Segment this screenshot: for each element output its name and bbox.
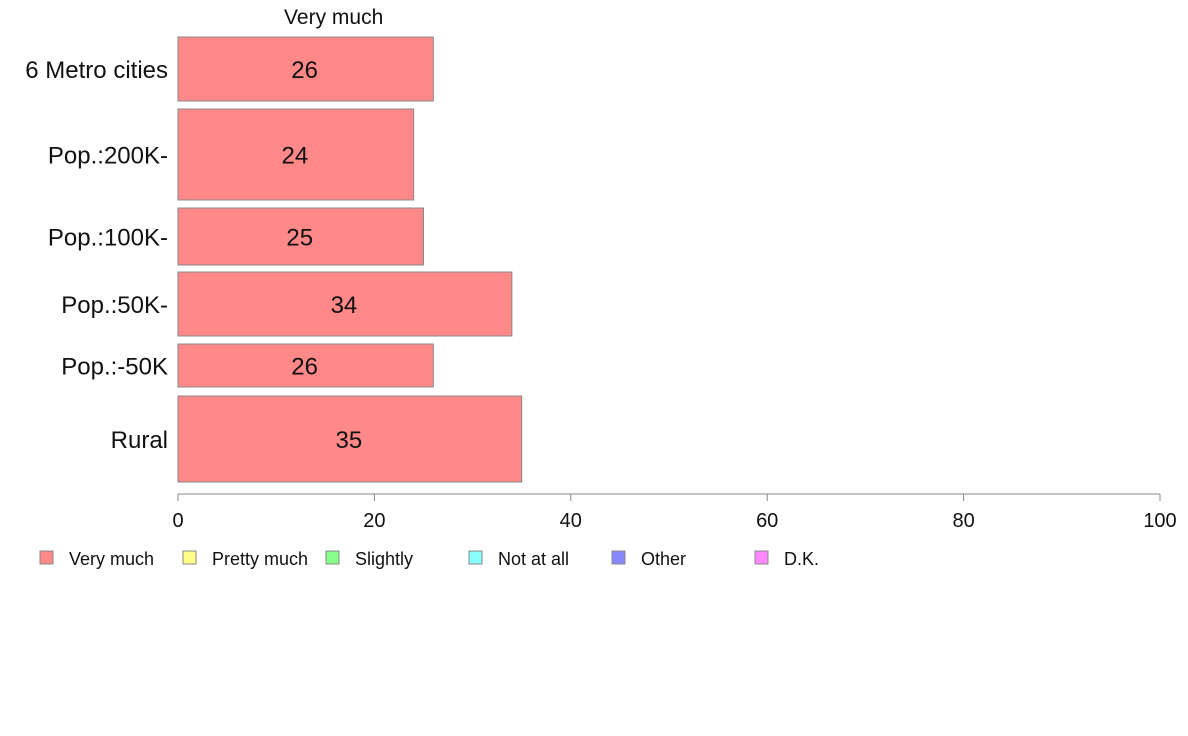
category-labels: 6 Metro cities Pop.:200K- Pop.:100K- Pop.:5…	[25, 57, 168, 454]
bar-0-0	[177, 36, 434, 102]
legend-swatch	[754, 550, 769, 565]
legend-label: Other	[641, 549, 686, 569]
x-axis: 0 20 40 60 80 100	[172, 493, 1177, 532]
bar-value-label: 24	[281, 143, 308, 170]
legend-swatch	[182, 550, 197, 565]
bar-value-label: 26	[291, 57, 318, 84]
x-tick-label: 0	[172, 510, 183, 532]
legend-label: Pretty much	[212, 549, 308, 569]
bar-value-label: 25	[286, 225, 313, 252]
category-label: Pop.:200K-	[48, 143, 168, 170]
category-label: Pop.:-50K	[61, 354, 168, 381]
bar-2-0	[177, 207, 424, 266]
bar-value-label: 26	[291, 354, 318, 381]
x-tick-label: 60	[756, 510, 778, 532]
legend-label: D.K.	[784, 549, 819, 569]
x-tick-label: 100	[1143, 510, 1176, 532]
bar-4-0	[177, 343, 434, 388]
category-label: Pop.:50K-	[61, 292, 168, 319]
legend-label: Not at all	[498, 549, 569, 569]
category-label: 6 Metro cities	[25, 57, 168, 84]
legend-swatch	[468, 550, 483, 565]
series-title: Very much	[284, 6, 383, 29]
bar-value-label: 34	[331, 292, 358, 319]
legend-swatch	[325, 550, 340, 565]
category-label: Rural	[111, 427, 168, 454]
x-tick-label: 40	[560, 510, 582, 532]
bars-group: 26 24 25 34 26 35	[177, 36, 523, 483]
legend-label: Very much	[69, 549, 154, 569]
bar-1-0	[177, 108, 415, 201]
legend-label: Slightly	[355, 549, 413, 569]
bar-5-0	[177, 395, 523, 483]
x-tick-label: 80	[952, 510, 974, 532]
bar-3-0	[177, 271, 513, 337]
legend-swatch	[611, 550, 626, 565]
bar-value-label: 35	[335, 427, 362, 454]
category-label: Pop.:100K-	[48, 225, 168, 252]
legend-swatch	[39, 550, 54, 565]
x-tick-label: 20	[363, 510, 385, 532]
legend: Very much Pretty much Slightly Not at all Ot…	[39, 549, 819, 569]
